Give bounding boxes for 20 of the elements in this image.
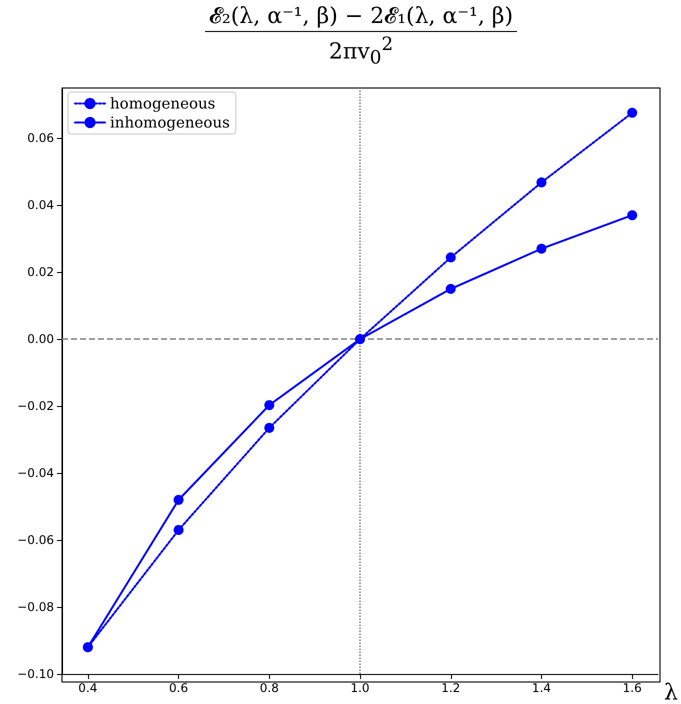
x-axis-title: λ (664, 680, 678, 704)
x-tick-label: 1.2 (441, 681, 460, 695)
x-tick-label: 1.0 (350, 681, 370, 695)
x-tick-label: 0.4 (78, 681, 98, 695)
y-tick-label: 0.02 (27, 265, 54, 280)
y-tick-label: 0.06 (27, 131, 54, 146)
x-tick-label: 0.8 (260, 681, 279, 695)
chart-title: 𝓔₂(λ, α⁻¹, β) − 2𝓔₁(λ, α⁻¹, β) (204, 4, 518, 32)
y-tick-label: 0.00 (27, 332, 54, 346)
legend-label: inhomogeneous (110, 114, 230, 132)
y-tick-label: 0.04 (27, 198, 54, 212)
legend-label: homogeneous (110, 94, 216, 112)
x-tick-label: 0.6 (169, 681, 188, 695)
y-tick-label: −0.10 (17, 667, 54, 681)
x-tick-label: 1.4 (532, 681, 552, 695)
y-tick-label: −0.04 (17, 466, 54, 480)
y-tick-label: −0.08 (17, 600, 54, 614)
x-tick-label: 1.6 (622, 681, 642, 695)
y-tick-label: −0.02 (17, 399, 54, 414)
y-tick-label: −0.06 (17, 533, 54, 548)
